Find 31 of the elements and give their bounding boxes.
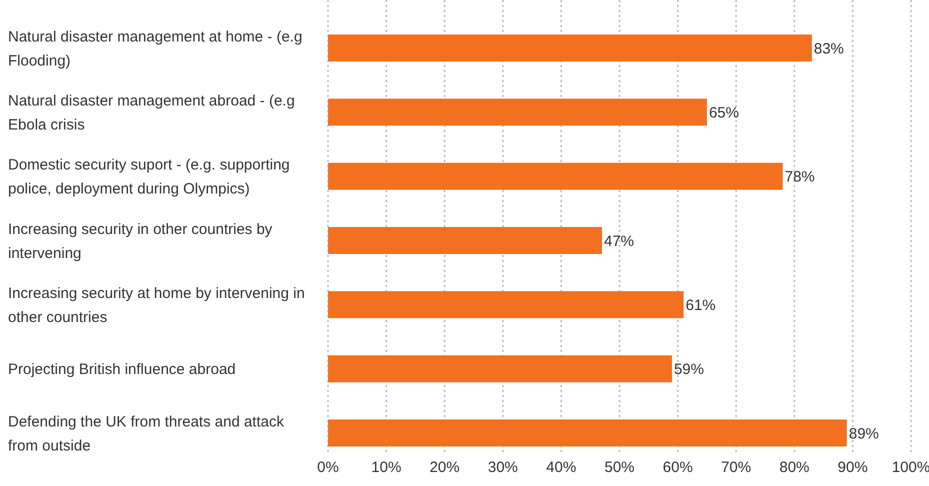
- bar: [328, 162, 783, 190]
- x-tick-label: 0%: [317, 459, 339, 476]
- y-tick-label: Defending the UK from threats and attack from outside: [8, 413, 284, 454]
- bar: [328, 291, 684, 318]
- y-tick-label: Increasing security at home by intervening in other countries: [8, 284, 305, 326]
- y-tick-label: Natural disaster management at home - (e.g Flooding): [8, 28, 302, 70]
- data-label: 59%: [674, 361, 704, 378]
- y-tick-label: Domestic security suport - (e.g. supporting police, deployment during Olympics): [8, 156, 290, 198]
- x-tick-label: 80%: [779, 459, 810, 476]
- y-tick-label: Natural disaster management abroad - (e.g Ebola crisis: [8, 92, 295, 134]
- x-tick-label: 90%: [838, 459, 868, 476]
- bar: [328, 98, 707, 126]
- data-label: 78%: [784, 168, 815, 186]
- x-tick-label: 40%: [546, 459, 576, 476]
- bar: [328, 34, 812, 62]
- y-tick-label: Increasing security in other countries by intervening: [8, 220, 273, 262]
- data-label: 61%: [686, 296, 716, 314]
- data-label: 65%: [708, 104, 739, 122]
- bar: [328, 355, 672, 382]
- x-tick-label: 50%: [604, 459, 635, 476]
- x-tick-label: 60%: [662, 459, 693, 476]
- x-tick-label: 30%: [488, 459, 518, 476]
- x-tick-label: 70%: [721, 459, 752, 476]
- data-label: 89%: [848, 425, 879, 442]
- bar: [328, 420, 847, 446]
- data-label: 83%: [814, 40, 844, 58]
- data-label: 47%: [604, 232, 634, 250]
- x-tick-label: 20%: [430, 459, 460, 476]
- y-tick-label: Projecting British influence abroad: [8, 361, 236, 378]
- x-tick-label: 10%: [371, 459, 402, 476]
- bar: [328, 227, 602, 254]
